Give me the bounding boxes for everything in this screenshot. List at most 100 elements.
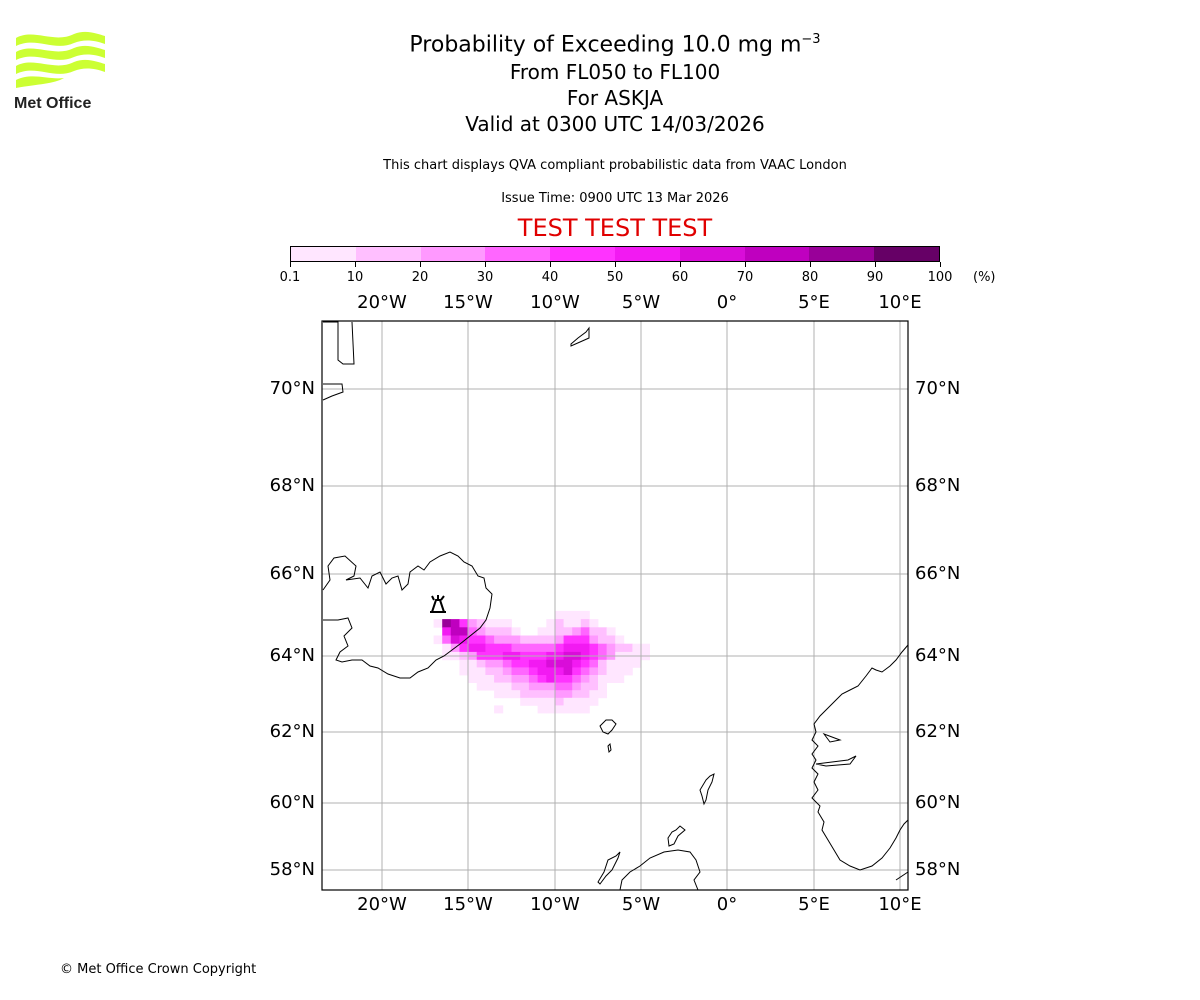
test-banner: TEST TEST TEST [517, 214, 713, 242]
probability-cell [563, 697, 573, 706]
probability-cell [589, 675, 599, 683]
probability-cell [442, 627, 452, 636]
lon-tick-label-top: 10°E [878, 292, 922, 313]
lon-tick-label-bottom: 15°W [443, 894, 493, 915]
probability-cell [598, 675, 607, 683]
probability-cell [606, 627, 616, 636]
probability-cell [555, 697, 564, 706]
probability-cell [589, 619, 599, 628]
chart-title-block: Probability of Exceeding 10.0 mg m−3 Fro… [300, 26, 930, 137]
probability-cell [572, 667, 582, 676]
probability-cell [485, 627, 495, 636]
probability-cell [485, 675, 495, 683]
probability-cell [442, 619, 452, 628]
colorbar-segment [809, 247, 875, 261]
probability-cell [555, 619, 564, 628]
lat-tick-label-left: 60°N [269, 792, 315, 813]
probability-cell [485, 682, 495, 691]
probability-cell [537, 643, 547, 653]
lon-tick-label-top: 5°E [798, 292, 830, 313]
probability-cell [555, 667, 564, 676]
probability-cell [476, 682, 486, 691]
probability-cell [580, 675, 590, 683]
probability-cell [572, 690, 582, 699]
colorbar-tick [810, 262, 811, 267]
lat-tick-label-left: 58°N [269, 859, 315, 880]
coastlines [322, 321, 909, 891]
probability-cells [433, 610, 650, 714]
volcano-name: For ASKJA [566, 86, 664, 111]
probability-cell [615, 667, 625, 676]
probability-cell [476, 675, 486, 683]
colorbar-segment [291, 247, 356, 261]
probability-cell [528, 659, 538, 668]
probability-cell [572, 682, 582, 691]
coastline-greenland [323, 321, 355, 365]
probability-cell [555, 690, 564, 699]
probability-cell [520, 659, 530, 668]
lon-tick-label-bottom: 5°E [798, 894, 830, 915]
probability-cell [546, 667, 556, 676]
probability-cell [502, 627, 512, 636]
probability-cell [468, 619, 478, 628]
colorbar-tick-label: 40 [541, 270, 559, 285]
colorbar-tick [290, 262, 291, 267]
probability-cell [598, 667, 607, 676]
probability-cell [528, 682, 538, 691]
colorbar-segment [355, 247, 421, 261]
colorbar-segment [744, 247, 810, 261]
probability-cell [589, 682, 599, 691]
probability-cell [476, 635, 486, 645]
probability-cell [485, 667, 495, 676]
probability-cell [546, 643, 556, 653]
probability-cell [589, 643, 599, 653]
probability-cell [459, 667, 469, 676]
probability-cell [555, 682, 564, 691]
probability-cell [606, 635, 616, 645]
probability-cell [563, 635, 573, 645]
lat-tick-label-left: 66°N [269, 563, 315, 584]
probability-cell [555, 705, 564, 714]
probability-cell [563, 675, 573, 683]
probability-cell [494, 682, 504, 691]
colorbar-tick [745, 262, 746, 267]
probability-cell [442, 643, 452, 653]
colorbar-tick [680, 262, 681, 267]
coastline-jan-mayen-area [322, 383, 344, 401]
colorbar-segment [485, 247, 551, 261]
probability-cell [563, 682, 573, 691]
probability-cell [580, 697, 590, 706]
colorbar-tick-label: 70 [736, 270, 754, 285]
probability-cell [572, 659, 582, 668]
probability-cell [606, 667, 616, 676]
lat-tick-label-right: 60°N [915, 792, 961, 813]
colorbar-segment [874, 247, 939, 261]
probability-cell [528, 635, 538, 645]
probability-cell [494, 619, 504, 628]
probability-cell [623, 667, 633, 676]
probability-cell [580, 682, 590, 691]
probability-cell [494, 635, 504, 645]
colorbar-tick [875, 262, 876, 267]
probability-cell [580, 690, 590, 699]
probability-cell [450, 635, 460, 645]
lon-tick-label-top: 0° [716, 292, 738, 313]
probability-cell [555, 610, 564, 620]
probability-cell [468, 635, 478, 645]
probability-cell [546, 682, 556, 691]
lat-tick-label-left: 68°N [269, 475, 315, 496]
probability-cell [528, 697, 538, 706]
probability-cell [589, 635, 599, 645]
flight-level-range: From FL050 to FL100 [509, 60, 721, 85]
colorbar-tick-label: 90 [866, 270, 884, 285]
probability-cell [468, 643, 478, 653]
probability-cell [494, 667, 504, 676]
probability-cell [528, 690, 538, 699]
lat-tick-label-left: 64°N [269, 645, 315, 666]
probability-cell [502, 619, 512, 628]
probability-cell [520, 690, 530, 699]
colorbar-tick [355, 262, 356, 267]
probability-cell [520, 682, 530, 691]
volcano-icon [430, 595, 446, 613]
